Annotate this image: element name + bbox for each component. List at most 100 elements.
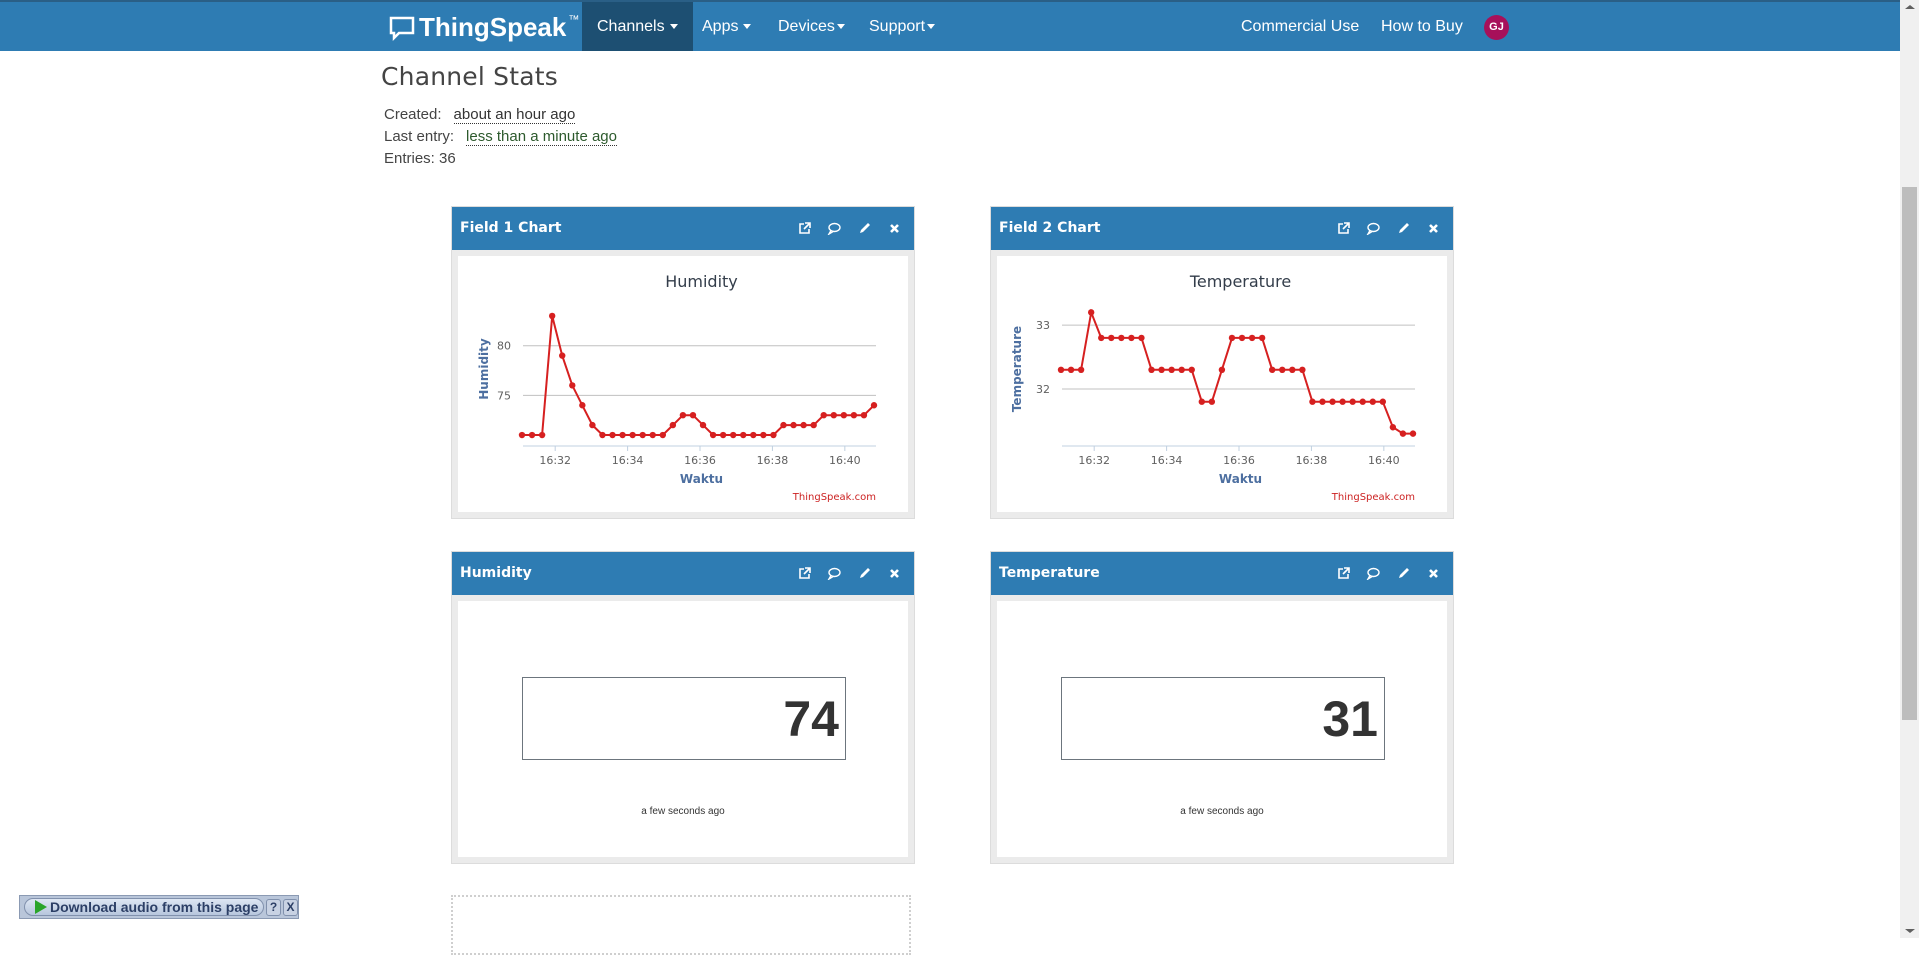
data-point[interactable] bbox=[559, 352, 566, 359]
data-point[interactable] bbox=[548, 312, 556, 320]
data-point[interactable] bbox=[1077, 366, 1085, 374]
data-point[interactable] bbox=[730, 431, 737, 439]
pencil-icon[interactable] bbox=[1395, 566, 1411, 582]
data-point[interactable] bbox=[1369, 398, 1376, 405]
data-point[interactable] bbox=[1208, 398, 1216, 405]
data-point[interactable] bbox=[639, 431, 646, 439]
data-point[interactable] bbox=[518, 431, 526, 439]
external-link-icon[interactable] bbox=[1335, 566, 1351, 582]
data-point[interactable] bbox=[1349, 398, 1356, 405]
data-point[interactable] bbox=[1198, 398, 1205, 405]
data-point[interactable] bbox=[719, 431, 727, 439]
help-button[interactable]: ? bbox=[266, 898, 281, 916]
data-point[interactable] bbox=[1309, 398, 1316, 405]
data-point[interactable] bbox=[1238, 334, 1246, 342]
data-point[interactable] bbox=[1057, 366, 1065, 374]
pencil-icon[interactable] bbox=[856, 221, 872, 237]
data-point[interactable] bbox=[870, 402, 878, 409]
data-point[interactable] bbox=[689, 411, 697, 419]
data-point[interactable] bbox=[1339, 398, 1346, 405]
data-point[interactable] bbox=[1138, 334, 1145, 342]
data-point[interactable] bbox=[860, 411, 868, 419]
data-point[interactable] bbox=[1289, 366, 1296, 374]
external-link-icon[interactable] bbox=[1335, 221, 1351, 237]
data-point[interactable] bbox=[528, 431, 536, 439]
comment-icon[interactable] bbox=[826, 221, 842, 237]
data-point[interactable] bbox=[699, 421, 707, 429]
data-point[interactable] bbox=[840, 411, 848, 419]
chart-credit-link[interactable]: ThingSpeak.com bbox=[792, 492, 876, 503]
data-point[interactable] bbox=[850, 411, 858, 419]
data-point[interactable] bbox=[800, 421, 807, 429]
comment-icon[interactable] bbox=[1365, 566, 1381, 582]
data-point[interactable] bbox=[1188, 366, 1195, 374]
data-point[interactable] bbox=[1098, 334, 1105, 342]
pencil-icon[interactable] bbox=[1395, 221, 1411, 237]
pencil-icon[interactable] bbox=[856, 566, 872, 582]
data-point[interactable] bbox=[1248, 334, 1256, 342]
nav-devices[interactable]: Devices bbox=[763, 2, 860, 51]
thingspeak-logo[interactable]: ThingSpeak ™ bbox=[389, 12, 579, 43]
data-point[interactable] bbox=[1128, 334, 1135, 342]
data-point[interactable] bbox=[629, 431, 636, 439]
data-point[interactable] bbox=[1228, 334, 1236, 342]
scroll-up-arrow-icon[interactable] bbox=[1905, 5, 1915, 9]
data-point[interactable] bbox=[1087, 309, 1095, 316]
data-point[interactable] bbox=[1359, 398, 1366, 405]
data-point[interactable] bbox=[1319, 398, 1326, 405]
data-point[interactable] bbox=[1389, 424, 1397, 431]
data-point[interactable] bbox=[569, 382, 576, 389]
close-toolbar-button[interactable]: X bbox=[283, 898, 298, 916]
data-point[interactable] bbox=[740, 431, 747, 439]
data-point[interactable] bbox=[1178, 366, 1185, 374]
data-point[interactable] bbox=[1258, 334, 1266, 342]
scroll-down-arrow-icon[interactable] bbox=[1905, 929, 1915, 933]
data-point[interactable] bbox=[790, 421, 797, 429]
user-avatar[interactable]: GJ bbox=[1484, 15, 1509, 40]
data-point[interactable] bbox=[1409, 430, 1417, 437]
comment-icon[interactable] bbox=[1365, 221, 1381, 237]
data-point[interactable] bbox=[1158, 366, 1165, 374]
data-point[interactable] bbox=[810, 421, 817, 429]
data-point[interactable] bbox=[669, 421, 677, 429]
data-point[interactable] bbox=[1118, 334, 1125, 342]
data-point[interactable] bbox=[780, 421, 787, 429]
nav-how-to-buy[interactable]: How to Buy bbox=[1381, 18, 1463, 35]
data-point[interactable] bbox=[1067, 366, 1075, 374]
data-point[interactable] bbox=[619, 431, 626, 439]
data-point[interactable] bbox=[1148, 366, 1155, 374]
data-point[interactable] bbox=[750, 431, 757, 439]
comment-icon[interactable] bbox=[826, 566, 842, 582]
data-point[interactable] bbox=[579, 402, 586, 409]
data-point[interactable] bbox=[1269, 366, 1276, 374]
data-point[interactable] bbox=[830, 411, 837, 419]
data-point[interactable] bbox=[1108, 334, 1115, 342]
close-icon[interactable] bbox=[886, 221, 902, 237]
page-scrollbar[interactable] bbox=[1900, 0, 1919, 938]
data-point[interactable] bbox=[1279, 366, 1286, 374]
data-point[interactable] bbox=[760, 431, 767, 439]
data-point[interactable] bbox=[589, 421, 596, 429]
data-point[interactable] bbox=[1399, 430, 1407, 437]
scroll-thumb[interactable] bbox=[1902, 187, 1917, 720]
data-point[interactable] bbox=[1218, 366, 1226, 374]
data-point[interactable] bbox=[1329, 398, 1336, 405]
data-point[interactable] bbox=[679, 411, 687, 419]
data-point[interactable] bbox=[659, 431, 666, 439]
data-point[interactable] bbox=[1168, 366, 1175, 374]
nav-channels[interactable]: Channels bbox=[582, 2, 693, 51]
nav-apps[interactable]: Apps bbox=[687, 2, 766, 51]
data-point[interactable] bbox=[609, 431, 616, 439]
data-point[interactable] bbox=[820, 411, 827, 419]
nav-commercial-use[interactable]: Commercial Use bbox=[1241, 18, 1360, 35]
data-point[interactable] bbox=[649, 431, 656, 439]
external-link-icon[interactable] bbox=[796, 566, 812, 582]
close-icon[interactable] bbox=[886, 566, 902, 582]
data-point[interactable] bbox=[709, 431, 717, 439]
close-icon[interactable] bbox=[1425, 221, 1441, 237]
data-point[interactable] bbox=[770, 431, 777, 439]
nav-support[interactable]: Support bbox=[854, 2, 950, 51]
data-point[interactable] bbox=[1379, 398, 1387, 405]
close-icon[interactable] bbox=[1425, 566, 1441, 582]
data-point[interactable] bbox=[538, 431, 546, 439]
